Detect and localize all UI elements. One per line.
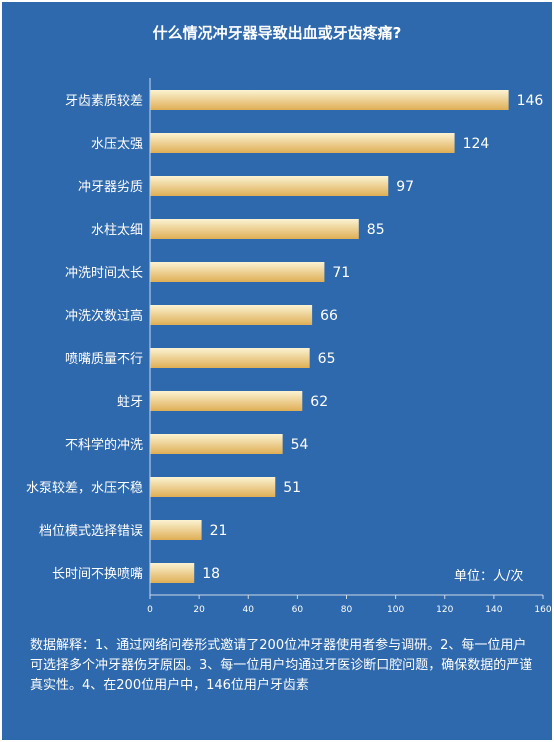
- value-label: 97: [396, 179, 414, 195]
- category-label: 冲洗次数过高: [65, 308, 143, 324]
- x-tick-label: 120: [436, 605, 453, 615]
- value-label: 51: [283, 480, 301, 496]
- bar: [150, 391, 303, 411]
- unit-label: 单位：人/次: [454, 569, 524, 584]
- category-label: 水柱太细: [91, 223, 143, 238]
- data-note: 数据解释：1、通过网络问卷形式邀请了200位冲牙器使用者参与调研。2、每一位用户…: [30, 638, 533, 693]
- value-label: 146: [517, 93, 544, 109]
- category-label: 档位模式选择错误: [39, 524, 143, 539]
- x-tick-label: 100: [387, 605, 404, 615]
- category-label: 冲洗时间太长: [65, 266, 143, 281]
- value-label: 62: [310, 394, 328, 410]
- value-label: 54: [291, 437, 309, 453]
- bar: [150, 133, 455, 153]
- category-label: 冲牙器劣质: [78, 180, 143, 195]
- x-tick-label: 60: [292, 605, 304, 615]
- bar: [150, 520, 202, 540]
- x-tick-label: 20: [193, 605, 205, 615]
- value-label: 85: [367, 222, 385, 238]
- chart-title: 什么情况冲牙器导致出血或牙齿疼痛?: [152, 24, 402, 42]
- bar: [150, 477, 276, 497]
- category-label: 长时间不换喷嘴: [52, 567, 143, 582]
- value-label: 66: [320, 308, 338, 324]
- x-tick-label: 80: [341, 605, 353, 615]
- x-tick-label: 40: [243, 605, 255, 615]
- category-label: 蛀牙: [117, 395, 143, 410]
- bar: [150, 219, 359, 239]
- value-label: 65: [318, 351, 336, 367]
- bar: [150, 434, 283, 454]
- bar: [150, 305, 313, 325]
- bar: [150, 563, 195, 583]
- x-tick-label: 0: [147, 605, 153, 615]
- category-label: 水泵较差，水压不稳: [26, 480, 143, 496]
- value-label: 21: [210, 523, 228, 539]
- bar: [150, 348, 310, 368]
- category-label: 喷嘴质量不行: [65, 352, 143, 367]
- bar: [150, 90, 509, 110]
- value-label: 124: [463, 136, 490, 152]
- bar: [150, 262, 325, 282]
- bar: [150, 176, 389, 196]
- value-label: 71: [332, 265, 350, 281]
- value-label: 18: [202, 566, 220, 582]
- category-label: 不科学的冲洗: [65, 437, 143, 453]
- x-tick-label: 160: [534, 605, 551, 615]
- category-label: 牙齿素质较差: [65, 94, 143, 109]
- x-tick-label: 140: [485, 605, 502, 615]
- category-label: 水压太强: [91, 137, 143, 152]
